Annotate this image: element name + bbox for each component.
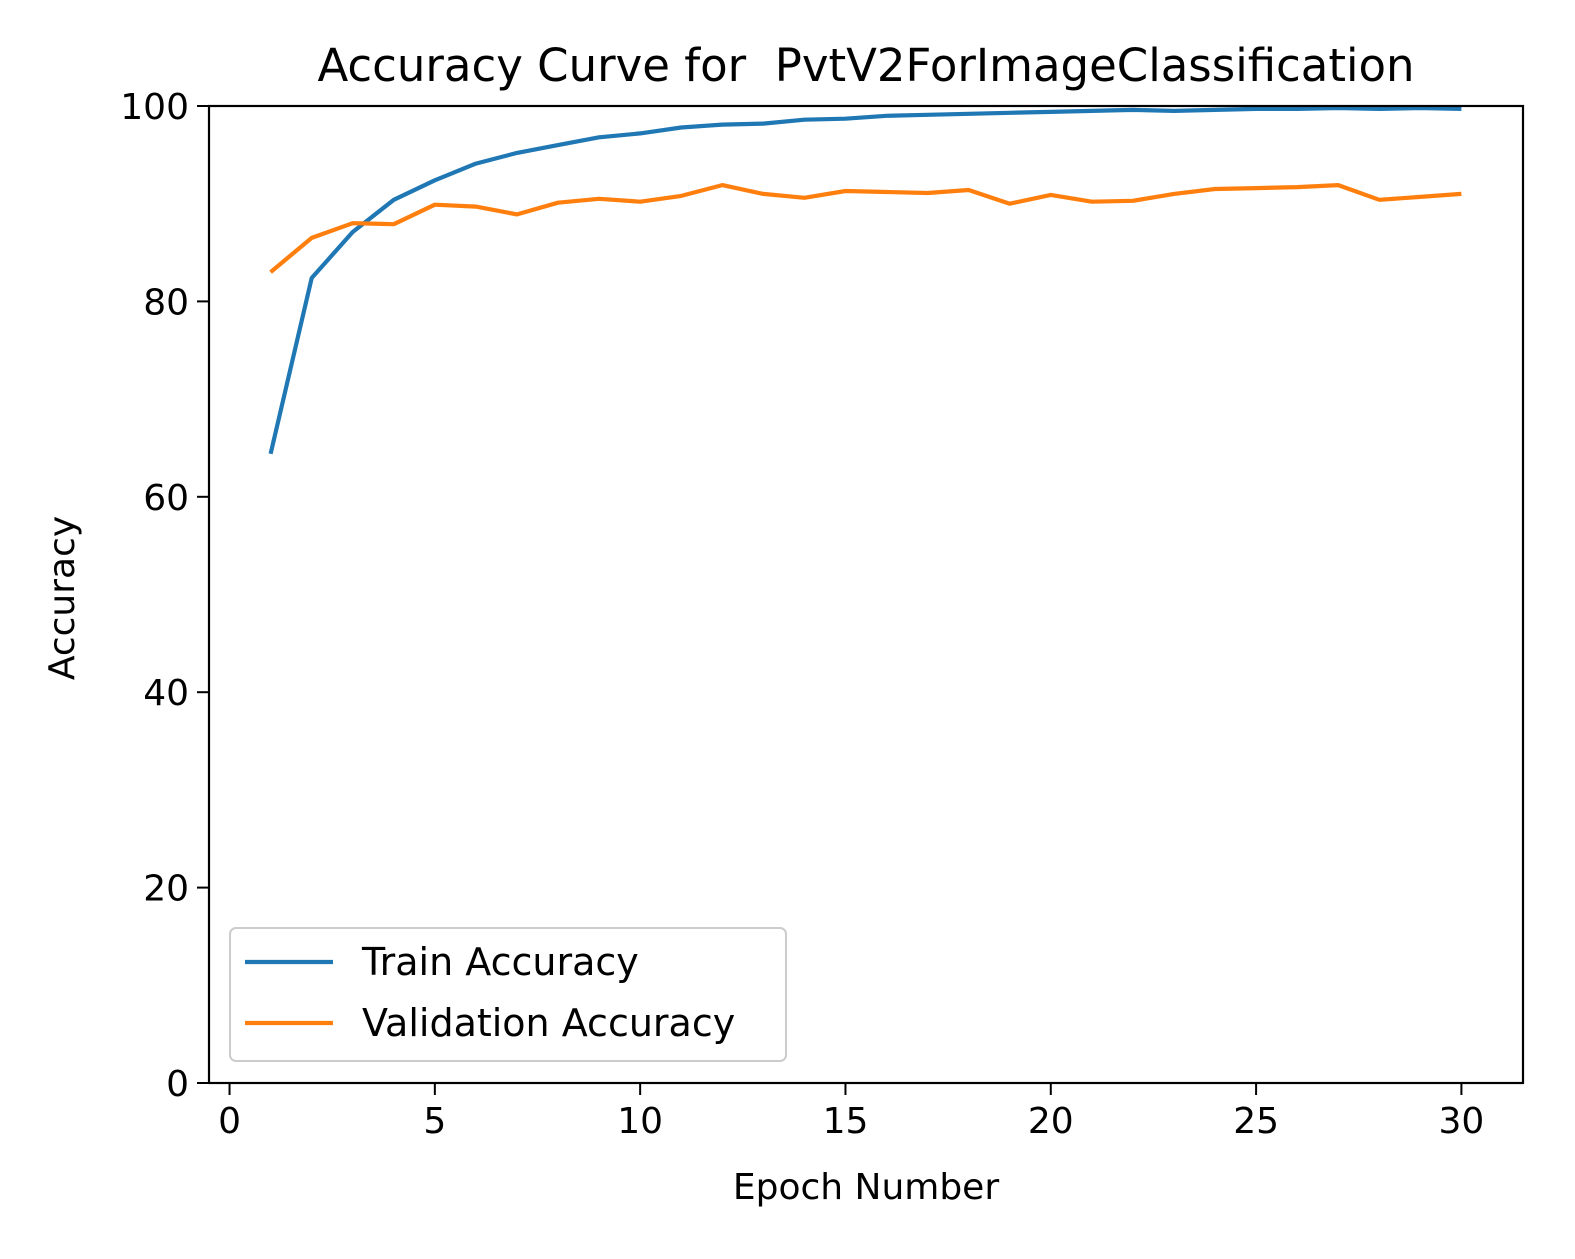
- series-line-train-accuracy: [268, 105, 1462, 455]
- x-tick-label: 15: [823, 1101, 869, 1142]
- y-tick-label: 40: [143, 673, 189, 714]
- y-axis-label: Accuracy: [42, 516, 83, 680]
- y-tick-label: 20: [143, 869, 189, 910]
- plot-area: 0 5 10 15 20 25 30 0 20 40 60 80 100 Train Accuracy Va…: [120, 87, 1525, 1142]
- legend-label-validation-accuracy: Validation Accuracy: [362, 1001, 735, 1045]
- y-tick-label: 80: [143, 282, 189, 323]
- x-tick-label: 30: [1439, 1101, 1485, 1142]
- series-line-validation-accuracy: [269, 183, 1462, 274]
- x-axis-label: Epoch Number: [733, 1167, 999, 1208]
- y-tick-label: 60: [143, 478, 189, 519]
- y-tick-label: 0: [166, 1064, 189, 1105]
- x-tick-label: 20: [1028, 1101, 1074, 1142]
- legend: Train Accuracy Validation Accuracy: [229, 927, 787, 1062]
- x-tick-label: 10: [617, 1101, 663, 1142]
- x-tick-label: 25: [1233, 1101, 1279, 1142]
- chart-title: Accuracy Curve for PvtV2ForImageClassifi…: [317, 39, 1414, 92]
- legend-box: [229, 927, 787, 1062]
- plot-frame: [207, 104, 1525, 1085]
- x-tick-label: 5: [423, 1101, 446, 1142]
- y-tick-label: 100: [120, 87, 189, 128]
- x-tick-label: 0: [218, 1101, 241, 1142]
- legend-label-train-accuracy: Train Accuracy: [361, 940, 639, 984]
